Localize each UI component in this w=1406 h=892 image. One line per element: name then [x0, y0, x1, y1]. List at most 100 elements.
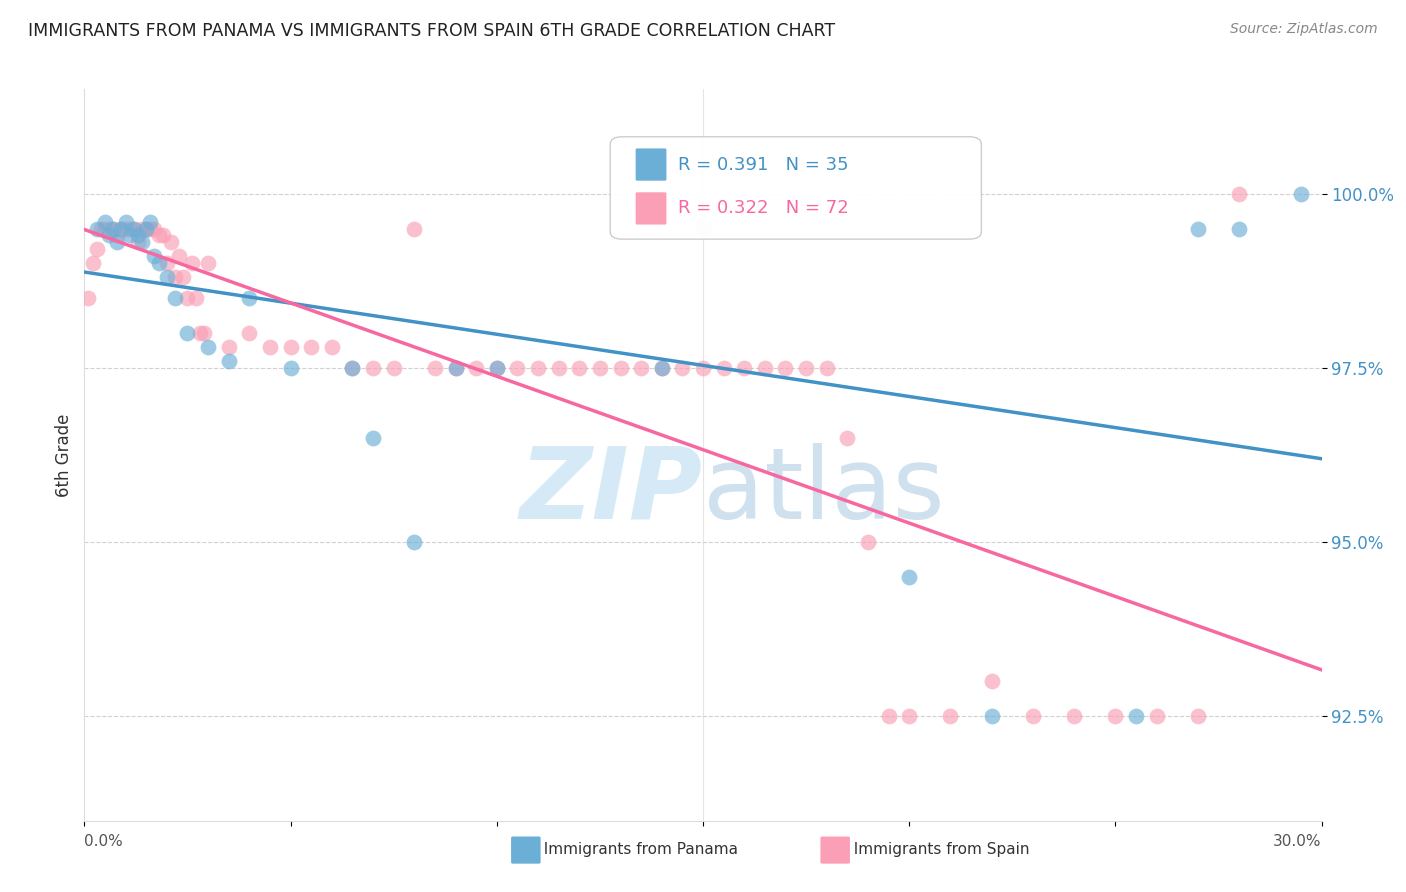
Point: [506, 360, 529, 375]
Point: [280, 360, 302, 375]
Text: Immigrants from Spain: Immigrants from Spain: [844, 842, 1029, 856]
Point: [361, 430, 384, 444]
Point: [1104, 709, 1126, 723]
Point: [898, 570, 921, 584]
Point: [527, 360, 550, 375]
Point: [382, 360, 405, 375]
Point: [188, 326, 211, 340]
Point: [105, 228, 128, 243]
Point: [651, 360, 673, 375]
Point: [1022, 709, 1045, 723]
Point: [692, 221, 714, 235]
Point: [94, 221, 117, 235]
Point: [898, 709, 921, 723]
Point: [193, 326, 215, 340]
Point: [342, 360, 364, 375]
Point: [148, 256, 170, 270]
Point: [218, 354, 240, 368]
Point: [485, 360, 508, 375]
Text: 30.0%: 30.0%: [1274, 834, 1322, 849]
Point: [547, 360, 569, 375]
Point: [127, 228, 149, 243]
Point: [197, 340, 219, 354]
Point: [148, 228, 170, 243]
Point: [90, 221, 112, 235]
Point: [361, 360, 384, 375]
Point: [568, 360, 591, 375]
Point: [139, 214, 162, 228]
Point: [404, 535, 426, 549]
Point: [939, 709, 962, 723]
Point: [165, 270, 187, 285]
Point: [110, 221, 132, 235]
Point: [465, 360, 488, 375]
Point: [733, 360, 755, 375]
Point: [172, 270, 194, 285]
FancyBboxPatch shape: [636, 192, 666, 226]
Point: [86, 221, 108, 235]
Point: [103, 221, 125, 235]
Point: [105, 235, 128, 250]
Point: [165, 291, 187, 305]
Point: [143, 249, 166, 263]
Point: [156, 256, 179, 270]
Point: [280, 340, 302, 354]
Text: Immigrants from Panama: Immigrants from Panama: [534, 842, 738, 856]
Point: [775, 360, 797, 375]
Point: [94, 214, 117, 228]
Text: atlas: atlas: [703, 443, 945, 540]
Point: [176, 291, 198, 305]
Point: [131, 221, 153, 235]
Point: [118, 221, 141, 235]
Point: [630, 360, 652, 375]
Point: [122, 221, 145, 235]
Point: [110, 221, 132, 235]
Point: [184, 291, 207, 305]
Point: [609, 360, 631, 375]
Point: [1289, 186, 1312, 201]
Point: [1146, 709, 1168, 723]
Point: [238, 326, 260, 340]
Point: [713, 360, 735, 375]
Point: [299, 340, 322, 354]
Point: [197, 256, 219, 270]
Point: [980, 709, 1002, 723]
Point: [98, 228, 121, 243]
Point: [180, 256, 202, 270]
Point: [152, 228, 174, 243]
Point: [589, 360, 612, 375]
Point: [1125, 709, 1147, 723]
Point: [815, 360, 838, 375]
Point: [114, 214, 136, 228]
Point: [114, 221, 136, 235]
Text: R = 0.391   N = 35: R = 0.391 N = 35: [678, 155, 849, 174]
FancyBboxPatch shape: [610, 136, 981, 239]
Point: [321, 340, 343, 354]
Point: [404, 221, 426, 235]
Point: [651, 360, 673, 375]
Point: [167, 249, 190, 263]
Point: [127, 235, 149, 250]
Point: [856, 535, 879, 549]
Point: [1063, 709, 1085, 723]
Point: [160, 235, 183, 250]
Point: [139, 221, 162, 235]
Point: [156, 270, 179, 285]
Point: [176, 326, 198, 340]
Point: [86, 243, 108, 257]
Point: [1187, 709, 1209, 723]
Point: [1227, 221, 1250, 235]
Text: IMMIGRANTS FROM PANAMA VS IMMIGRANTS FROM SPAIN 6TH GRADE CORRELATION CHART: IMMIGRANTS FROM PANAMA VS IMMIGRANTS FRO…: [28, 22, 835, 40]
Point: [118, 228, 141, 243]
Point: [77, 291, 100, 305]
Point: [259, 340, 281, 354]
Y-axis label: 6th Grade: 6th Grade: [55, 413, 73, 497]
Point: [1187, 221, 1209, 235]
Text: 0.0%: 0.0%: [84, 834, 124, 849]
Point: [444, 360, 467, 375]
Point: [98, 221, 121, 235]
Point: [754, 360, 776, 375]
Text: ZIP: ZIP: [520, 443, 703, 540]
Point: [1227, 186, 1250, 201]
Point: [837, 430, 859, 444]
